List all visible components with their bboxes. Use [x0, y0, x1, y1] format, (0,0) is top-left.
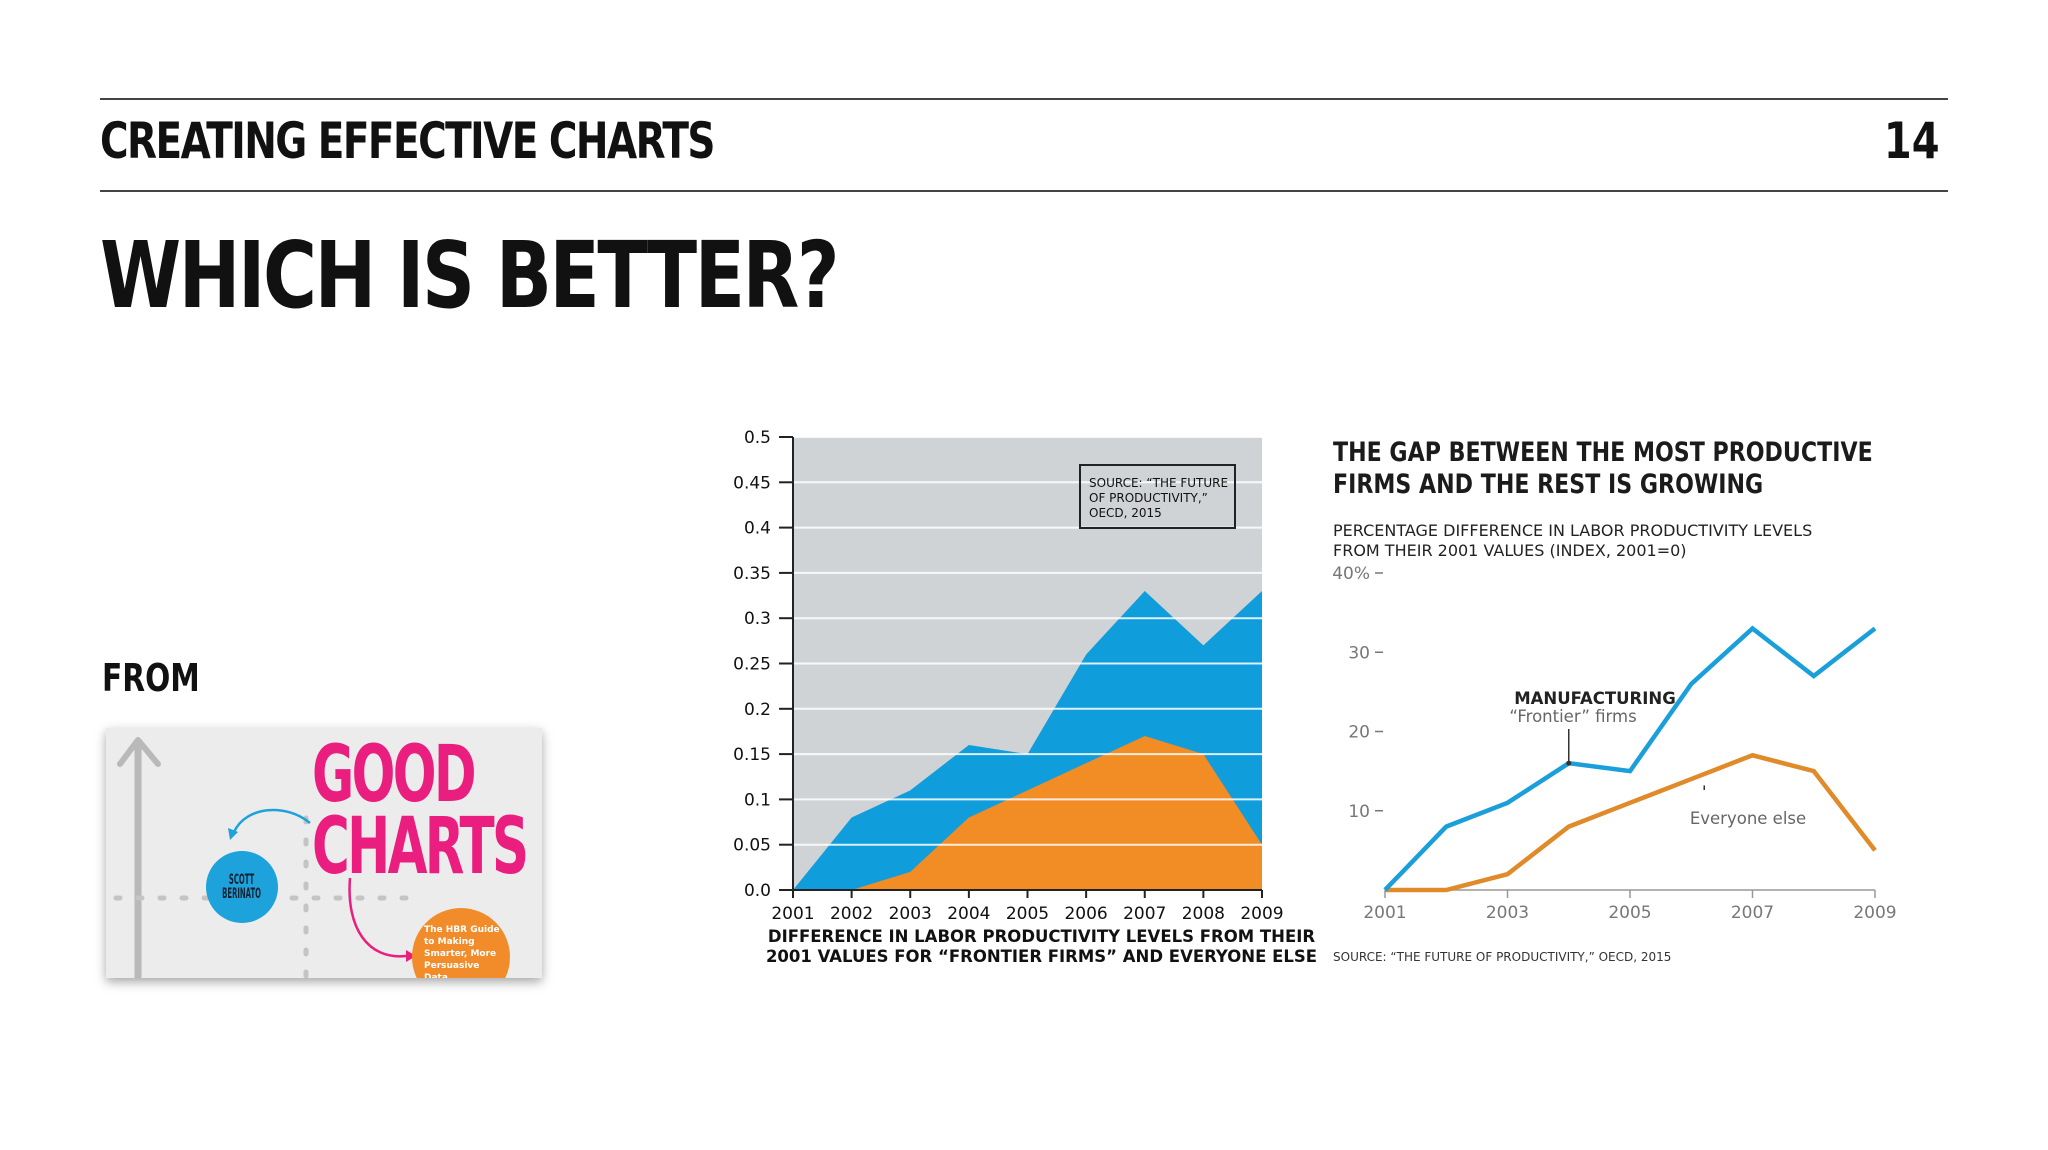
source-line-1: SOURCE: “THE FUTURE: [1089, 476, 1228, 490]
y-tick-label: 0.25: [733, 655, 771, 675]
line-series-2: [1385, 752, 1877, 893]
x-tick-label: 2005: [1608, 903, 1651, 923]
frontier-series-label: “Frontier” firms: [1509, 707, 1636, 726]
y-tick-label: 0.15: [733, 745, 771, 765]
x-tick-label: 2009: [1240, 904, 1283, 924]
x-tick-label: 2007: [1731, 903, 1774, 923]
y-tick-label: 10: [1348, 802, 1370, 822]
header-bottom-rule: [100, 190, 1948, 192]
book-title-line2: CHARTS: [312, 802, 529, 892]
y-tick-label: 0.5: [744, 428, 771, 448]
slide-title: WHICH IS BETTER?: [100, 222, 840, 329]
y-tick-label: 0.1: [744, 790, 771, 810]
annotation-group-label: MANUFACTURING: [1514, 689, 1676, 708]
line-series-1: [1383, 625, 1877, 892]
book-cover-sketch: [113, 737, 416, 978]
area-series-2: [793, 735, 1262, 890]
chart-subtitle-line1: PERCENTAGE DIFFERENCE IN LABOR PRODUCTIV…: [1333, 521, 1812, 540]
y-tick-label: 40%: [1332, 564, 1370, 584]
x-tick-label: 2001: [1363, 903, 1406, 923]
x-tick-label: 2007: [1123, 904, 1166, 924]
book-title-line1: GOOD: [312, 730, 477, 820]
author-first: SCOTT: [229, 872, 255, 888]
source-line-3: OECD, 2015: [1089, 506, 1162, 520]
y-tick-label: 0.05: [733, 836, 771, 856]
x-tick-label: 2006: [1064, 904, 1107, 924]
x-tick-label: 2003: [1486, 903, 1529, 923]
y-tick-label: 0.2: [744, 700, 771, 720]
x-tick-label: 2009: [1853, 903, 1896, 923]
book-author-badge: SCOTT BERINATO: [206, 851, 278, 923]
y-tick-label: 0.45: [733, 473, 771, 493]
y-tick-label: 20: [1348, 723, 1370, 743]
everyone-series-label: Everyone else: [1690, 809, 1806, 828]
x-tick-label: 2005: [1006, 904, 1049, 924]
source-line-2: OF PRODUCTIVITY,”: [1089, 491, 1208, 505]
x-axis-label-line2: 2001 VALUES FOR “FRONTIER FIRMS” AND EVE…: [766, 947, 1317, 966]
from-label: FROM: [102, 656, 200, 700]
header-top-rule: [100, 98, 1948, 100]
x-tick-label: 2003: [889, 904, 932, 924]
section-title: CREATING EFFECTIVE CHARTS: [100, 112, 715, 170]
page-number: 14: [1884, 112, 1940, 170]
chart-title-line2: FIRMS AND THE REST IS GROWING: [1333, 468, 1763, 500]
y-tick-label: 0.35: [733, 564, 771, 584]
source-box: [1079, 464, 1236, 529]
chart-source: SOURCE: “THE FUTURE OF PRODUCTIVITY,” OE…: [1333, 950, 1671, 964]
y-tick-label: 0.4: [744, 519, 771, 539]
y-tick-label: 30: [1348, 643, 1370, 663]
book-subtitle-badge: The HBR Guide to Making Smarter, More Pe…: [412, 908, 510, 978]
frontier-leader-dot: [1566, 760, 1572, 766]
chart-title-line1: THE GAP BETWEEN THE MOST PRODUCTIVE: [1333, 436, 1873, 468]
x-tick-label: 2002: [830, 904, 873, 924]
chart-subtitle-line2: FROM THEIR 2001 VALUES (INDEX, 2001=0): [1333, 541, 1687, 560]
x-tick-label: 2004: [947, 904, 990, 924]
x-tick-label: 2008: [1182, 904, 1225, 924]
x-tick-label: 2001: [771, 904, 814, 924]
x-axis-label-line1: DIFFERENCE IN LABOR PRODUCTIVITY LEVELS …: [768, 927, 1315, 946]
author-last: BERINATO: [222, 886, 262, 902]
book-cover-image: GOOD CHARTS SCOTT BERINATO The HBR Guide …: [106, 728, 542, 978]
y-tick-label: 0.0: [744, 881, 771, 901]
y-tick-label: 0.3: [744, 609, 771, 629]
